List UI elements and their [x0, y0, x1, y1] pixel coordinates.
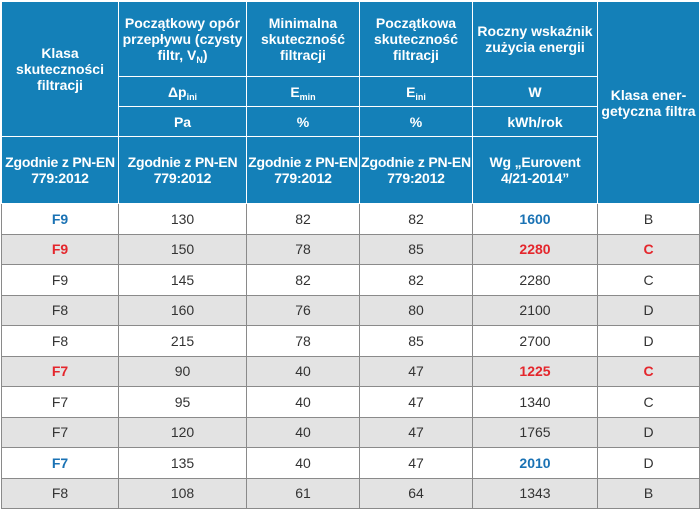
cell-klasa: F9	[1, 264, 119, 296]
table-header: Klasa skuteczności filtracji Początkowy …	[1, 1, 700, 204]
col-dp-symbol: Δpini	[118, 76, 247, 107]
cell-dp: 150	[118, 233, 247, 265]
cell-w: 1600	[472, 203, 598, 235]
col-emin-standard: Zgodnie z PN-EN 779:2012	[246, 136, 360, 204]
cell-eini: 82	[359, 203, 473, 235]
cell-energy-class: B	[597, 477, 700, 509]
col-eini-symbol: Eini	[359, 76, 473, 107]
cell-energy-class: D	[597, 447, 700, 479]
cell-energy-class: D	[597, 416, 700, 448]
col-dp-standard: Zgodnie z PN-EN 779:2012	[118, 136, 247, 204]
table-row: F8 215 78 85 2700 D	[1, 325, 700, 357]
cell-w: 2010	[472, 447, 598, 479]
cell-eini: 47	[359, 447, 473, 479]
col-energy-class-header: Klasa ener-getyczna filtra	[597, 1, 700, 204]
filter-comparison-table: Klasa skuteczności filtracji Początkowy …	[1, 1, 700, 509]
table-row: F7 120 40 47 1765 D	[1, 416, 700, 448]
table-row: F9 130 82 82 1600 B	[1, 203, 700, 235]
table-row: F7 90 40 47 1225 C	[1, 355, 700, 387]
cell-w: 2280	[472, 264, 598, 296]
cell-eini: 85	[359, 233, 473, 265]
cell-dp: 215	[118, 325, 247, 357]
cell-eini: 47	[359, 416, 473, 448]
cell-emin: 61	[246, 477, 360, 509]
col-emin-symbol: Emin	[246, 76, 360, 107]
cell-klasa: F8	[1, 477, 119, 509]
cell-klasa: F7	[1, 355, 119, 387]
cell-eini: 80	[359, 294, 473, 326]
col-w-header: Roczny wskaźnik zużycia energii	[472, 1, 598, 77]
cell-eini: 82	[359, 264, 473, 296]
cell-emin: 40	[246, 416, 360, 448]
col-klasa-standard: Zgodnie z PN-EN 779:2012	[1, 136, 119, 204]
col-w-unit: kWh/rok	[472, 106, 598, 137]
cell-emin: 76	[246, 294, 360, 326]
cell-eini: 47	[359, 386, 473, 418]
cell-emin: 40	[246, 355, 360, 387]
cell-w: 1765	[472, 416, 598, 448]
col-eini-header: Początkowa skuteczność filtracji	[359, 1, 473, 77]
col-klasa-header: Klasa skuteczności filtracji	[1, 1, 119, 137]
cell-energy-class: D	[597, 325, 700, 357]
cell-klasa: F9	[1, 233, 119, 265]
cell-klasa: F8	[1, 325, 119, 357]
cell-w: 1225	[472, 355, 598, 387]
cell-energy-class: C	[597, 233, 700, 265]
cell-w: 1343	[472, 477, 598, 509]
cell-energy-class: C	[597, 264, 700, 296]
cell-dp: 135	[118, 447, 247, 479]
cell-klasa: F8	[1, 294, 119, 326]
col-eini-unit: %	[359, 106, 473, 137]
col-w-symbol: W	[472, 76, 598, 107]
table-row: F8 160 76 80 2100 D	[1, 294, 700, 326]
cell-dp: 130	[118, 203, 247, 235]
cell-emin: 78	[246, 325, 360, 357]
cell-energy-class: C	[597, 386, 700, 418]
cell-w: 2700	[472, 325, 598, 357]
cell-eini: 47	[359, 355, 473, 387]
table-row: F7 135 40 47 2010 D	[1, 447, 700, 479]
cell-dp: 160	[118, 294, 247, 326]
table-body: F9 130 82 82 1600 B F9 150 78 85 2280 C F9 145 82 82 228…	[1, 203, 700, 509]
cell-w: 2280	[472, 233, 598, 265]
cell-emin: 40	[246, 447, 360, 479]
table-row: F9 150 78 85 2280 C	[1, 233, 700, 265]
cell-w: 1340	[472, 386, 598, 418]
col-emin-unit: %	[246, 106, 360, 137]
cell-energy-class: C	[597, 355, 700, 387]
table-row: F8 108 61 64 1343 B	[1, 477, 700, 509]
cell-w: 2100	[472, 294, 598, 326]
table-row: F9 145 82 82 2280 C	[1, 264, 700, 296]
cell-energy-class: B	[597, 203, 700, 235]
cell-klasa: F7	[1, 416, 119, 448]
col-eini-standard: Zgodnie z PN-EN 779:2012	[359, 136, 473, 204]
col-emin-header: Minimalna skuteczność filtracji	[246, 1, 360, 77]
cell-dp: 95	[118, 386, 247, 418]
cell-emin: 82	[246, 203, 360, 235]
cell-eini: 85	[359, 325, 473, 357]
cell-klasa: F9	[1, 203, 119, 235]
cell-emin: 78	[246, 233, 360, 265]
cell-dp: 145	[118, 264, 247, 296]
cell-dp: 108	[118, 477, 247, 509]
table-row: F7 95 40 47 1340 C	[1, 386, 700, 418]
col-dp-header: Początkowy opór przepływu (czysty filtr,…	[118, 1, 247, 77]
col-dp-unit: Pa	[118, 106, 247, 137]
cell-klasa: F7	[1, 447, 119, 479]
cell-emin: 82	[246, 264, 360, 296]
cell-dp: 120	[118, 416, 247, 448]
cell-energy-class: D	[597, 294, 700, 326]
cell-klasa: F7	[1, 386, 119, 418]
cell-eini: 64	[359, 477, 473, 509]
cell-emin: 40	[246, 386, 360, 418]
col-w-standard: Wg „Eurovent 4/21-2014”	[472, 136, 598, 204]
cell-dp: 90	[118, 355, 247, 387]
